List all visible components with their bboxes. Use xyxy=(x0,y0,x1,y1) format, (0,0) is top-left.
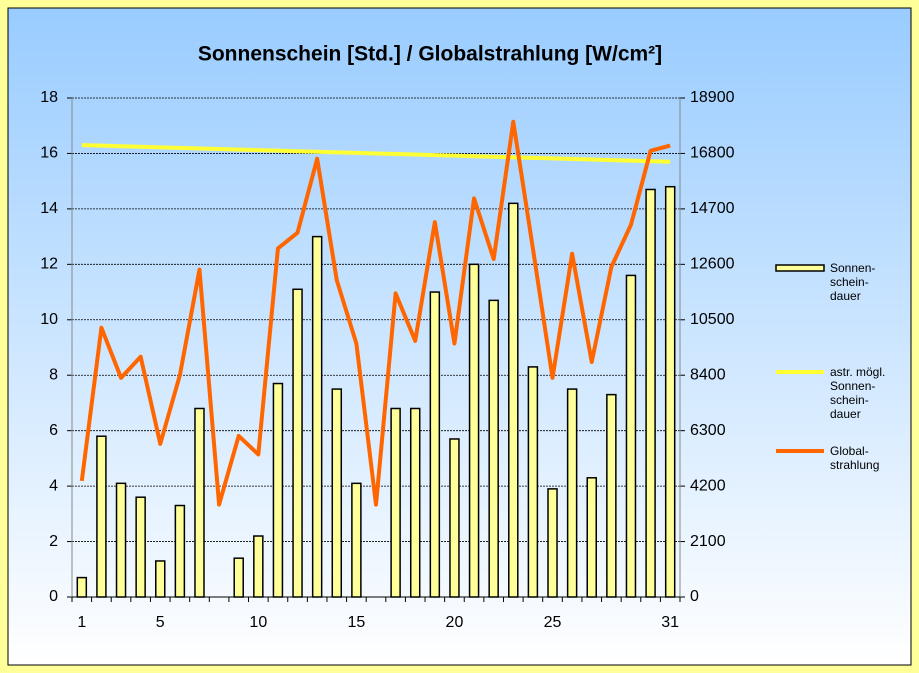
y2-tick-label: 14700 xyxy=(690,200,735,217)
bar xyxy=(645,188,656,598)
bar xyxy=(468,263,480,598)
bar xyxy=(155,560,166,598)
bar xyxy=(488,299,499,598)
bar xyxy=(272,382,284,598)
legend-label: astr. mögl. Sonnen- schein- dauer xyxy=(830,365,886,421)
bar xyxy=(253,535,264,598)
y-tick-label: 0 xyxy=(49,588,58,605)
y2-tick-label: 6300 xyxy=(690,422,726,439)
x-tick-label: 15 xyxy=(347,614,365,631)
y-tick-label: 18 xyxy=(40,89,58,106)
bar xyxy=(586,477,597,598)
bar xyxy=(135,496,146,598)
bar xyxy=(96,435,107,598)
x-tick-label: 25 xyxy=(544,614,562,631)
y-tick-label: 6 xyxy=(49,422,58,439)
y2-tick-label: 2100 xyxy=(690,533,726,550)
y2-tick-label: 12600 xyxy=(690,256,735,273)
bar xyxy=(566,388,578,598)
bar xyxy=(76,576,88,598)
bar xyxy=(527,366,539,598)
bar xyxy=(547,488,558,598)
bar xyxy=(292,288,303,598)
y-tick-label: 10 xyxy=(40,311,58,328)
bar xyxy=(331,388,343,598)
bar xyxy=(311,235,323,598)
y2-tick-label: 10500 xyxy=(690,311,735,328)
bar xyxy=(449,438,460,598)
bar xyxy=(664,185,676,598)
y2-tick-label: 4200 xyxy=(690,477,726,494)
x-tick-label: 31 xyxy=(661,614,679,631)
y2-tick-label: 16800 xyxy=(690,145,735,162)
bar xyxy=(606,393,617,598)
bar xyxy=(390,407,401,598)
y2-tick-label: 8400 xyxy=(690,366,726,383)
bar xyxy=(625,274,637,598)
y-tick-label: 16 xyxy=(40,145,58,162)
bar xyxy=(409,407,421,598)
legend-label: Sonnen- schein- dauer xyxy=(830,261,876,303)
line xyxy=(79,119,671,507)
y-tick-label: 12 xyxy=(40,256,58,273)
y-tick-label: 8 xyxy=(49,366,58,383)
chart-title: Sonnenschein [Std.] / Globalstrahlung [W… xyxy=(198,43,662,66)
bar xyxy=(508,202,519,598)
x-tick-label: 20 xyxy=(446,614,464,631)
x-tick-label: 10 xyxy=(249,614,267,631)
x-tick-label: 1 xyxy=(77,614,86,631)
x-tick-label: 5 xyxy=(156,614,165,631)
line xyxy=(81,143,671,164)
bar xyxy=(351,482,362,598)
y-tick-label: 4 xyxy=(49,477,58,494)
bar xyxy=(194,407,205,598)
y2-tick-label: 0 xyxy=(690,588,699,605)
legend-label: Global- strahlung xyxy=(830,444,880,472)
bar xyxy=(115,482,127,598)
bar xyxy=(174,504,186,598)
y-tick-label: 14 xyxy=(40,200,58,217)
y-tick-label: 2 xyxy=(49,533,58,550)
y2-tick-label: 18900 xyxy=(690,89,735,106)
bar xyxy=(233,557,244,598)
legend-swatch xyxy=(775,264,825,272)
bar xyxy=(429,291,441,598)
